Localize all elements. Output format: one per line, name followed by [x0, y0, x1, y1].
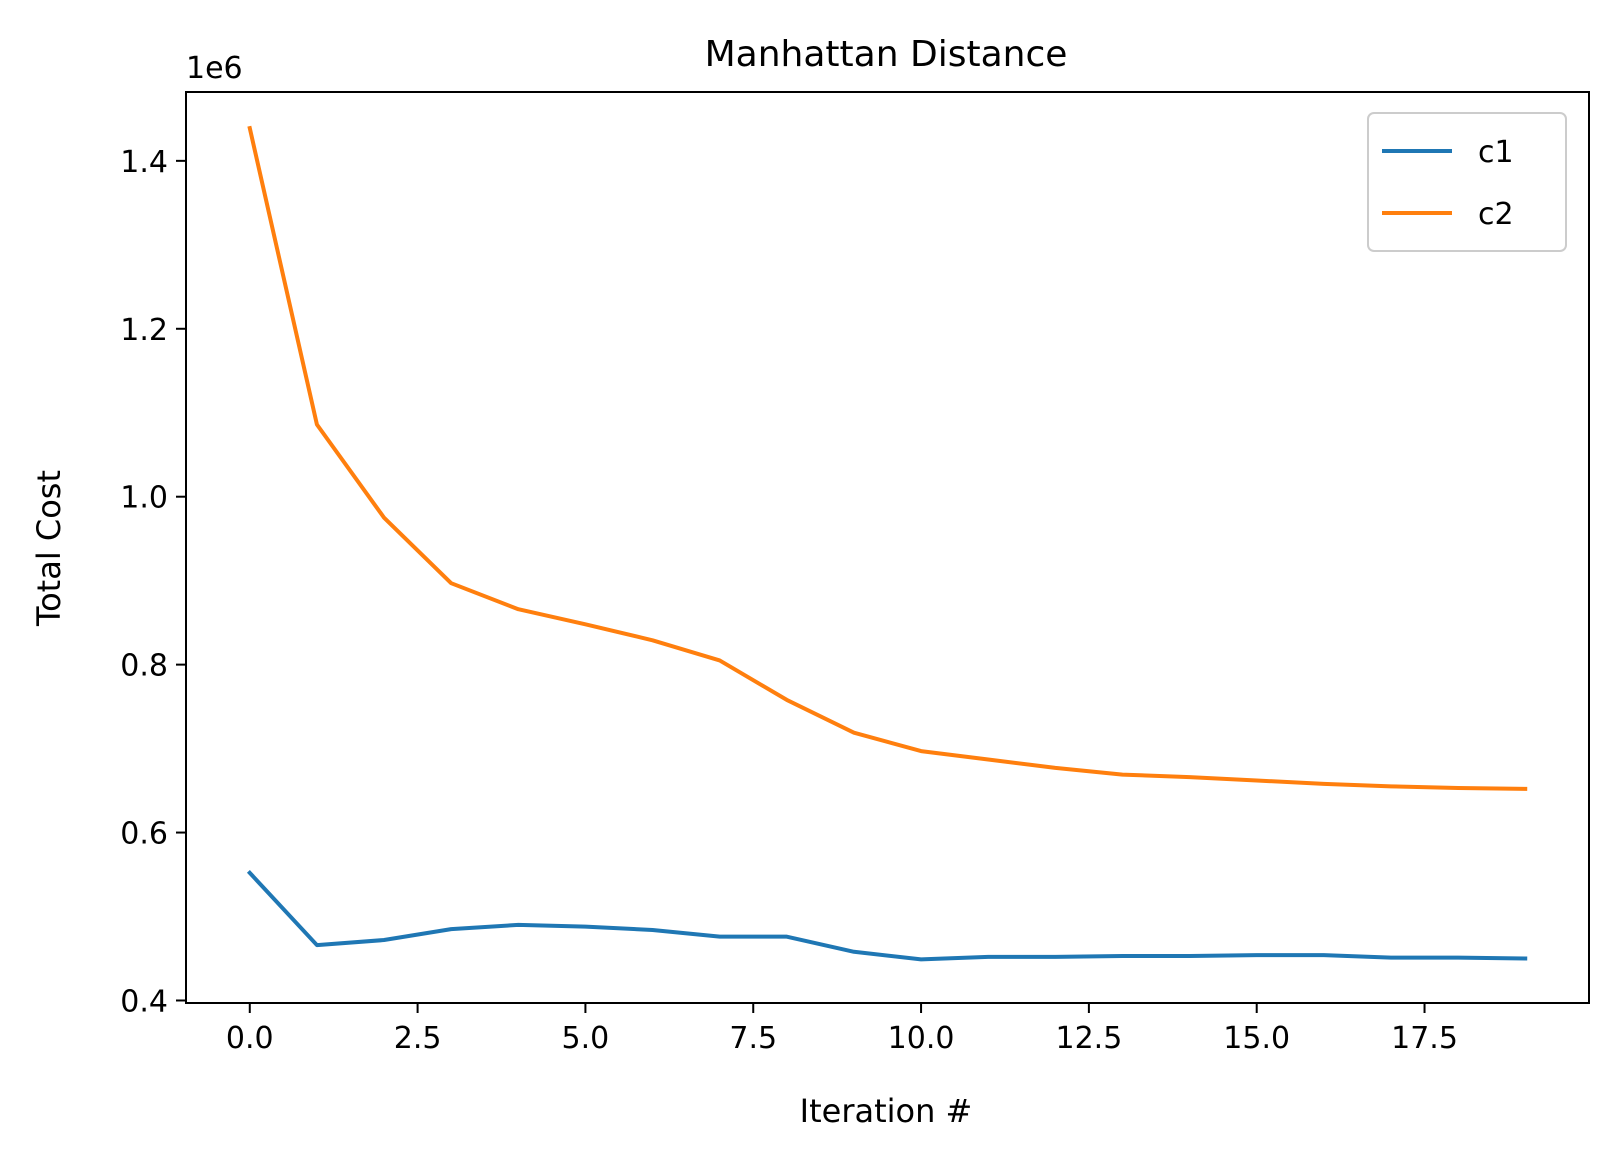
y-tick-label: 1.2: [120, 313, 168, 348]
y-axis-offset-label: 1e6: [186, 51, 243, 86]
axes-frame: [185, 91, 1590, 1004]
y-axis-label: Total Cost: [30, 470, 68, 627]
y-tick-label: 1.0: [120, 481, 168, 516]
plot-area: 0.0 2.5 5.0 7.5 10.0 12.5 15.0 17.5 0.4 0.6 0.8 1.0…: [120, 91, 1590, 1056]
x-tick-label: 15.0: [1223, 1021, 1290, 1056]
legend: c1 c2: [1367, 112, 1567, 252]
x-tick-label: 0.0: [226, 1021, 274, 1056]
y-tick-label: 0.4: [120, 984, 168, 1019]
legend-label-c2: c2: [1478, 197, 1514, 232]
chart-title: Manhattan Distance: [705, 34, 1068, 75]
series-line-c2: [247, 125, 1528, 791]
x-tick-label: 2.5: [394, 1021, 442, 1056]
x-tick-label: 5.0: [562, 1021, 610, 1056]
x-tick-label: 7.5: [729, 1021, 777, 1056]
x-tick-label: 10.0: [888, 1021, 955, 1056]
x-tick-label: 12.5: [1055, 1021, 1122, 1056]
x-axis-label: Iteration #: [800, 1092, 973, 1130]
y-tick-label: 0.8: [120, 649, 168, 684]
y-tick-label: 0.6: [120, 817, 168, 852]
series-line-c1: [246, 870, 1528, 962]
y-tick-label: 1.4: [120, 145, 168, 180]
legend-box: [1367, 112, 1567, 252]
legend-label-c1: c1: [1478, 135, 1514, 170]
x-tick-label: 17.5: [1391, 1021, 1458, 1056]
